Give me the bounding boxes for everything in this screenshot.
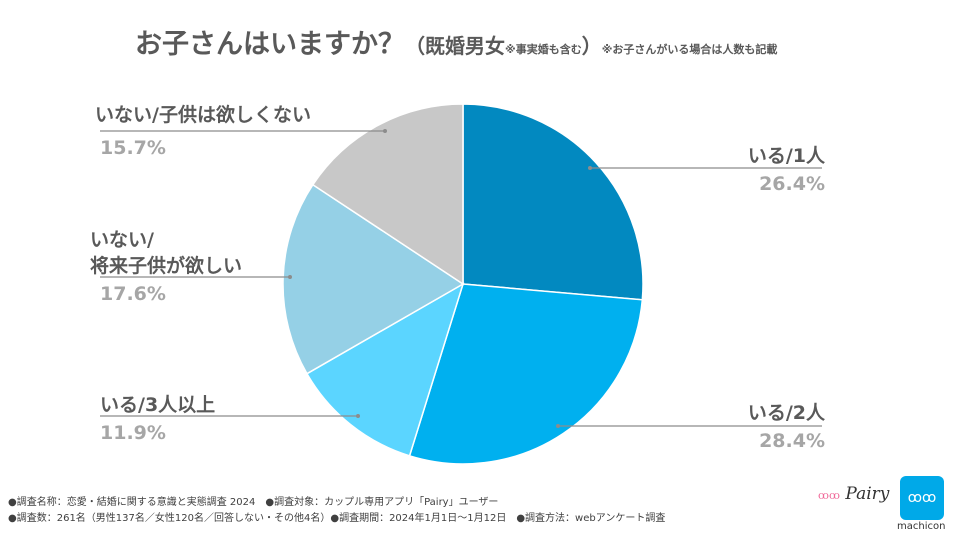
chart-title: お子さんはいますか？（既婚男女※事実婚も含む）※お子さんがいる場合は人数も記載 <box>135 22 777 61</box>
title-paren: ） <box>581 34 602 58</box>
label-1: いる/1人 <box>747 145 825 167</box>
leader-dot-5 <box>383 129 387 133</box>
title-main: お子さんはいますか？ <box>135 29 405 60</box>
title-note2: ※お子さんがいる場合は人数も記載 <box>601 43 778 56</box>
pie-slice-5 <box>311 103 464 286</box>
pie-slice-1 <box>462 103 644 301</box>
footer-line2: ●調査数：261名（男性137名／女性120名／回答しない・その他4名）●調査期… <box>8 513 666 524</box>
pie-slice-4 <box>282 183 465 375</box>
pairy-logo: ꝏꝏ Pairy <box>818 484 890 504</box>
machicon-logo-icon: ꝏꝏ <box>900 476 944 520</box>
leader-dot-2 <box>556 424 560 428</box>
footer-line1: ●調査名称：恋愛・結婚に関する意識と実態調査 2024 ●調査対象：カップル専用… <box>8 497 499 508</box>
title-sub: （既婚男女 <box>405 34 505 58</box>
label-4a: いない/ <box>90 229 154 251</box>
leader-dot-3 <box>356 414 360 418</box>
label-5: いない/子供は欲しくない <box>95 104 311 126</box>
leader-dot-1 <box>588 166 592 170</box>
pct-2: 28.4% <box>759 430 825 452</box>
leader-dot-4 <box>288 275 292 279</box>
pct-3: 11.9% <box>100 422 166 444</box>
pct-4: 17.6% <box>100 283 166 305</box>
machicon-logo-text: machicon <box>897 521 946 532</box>
title-note: ※事実婚も含む <box>505 43 582 56</box>
label-3: いる/3人以上 <box>100 394 216 416</box>
label-4b: 将来子供が欲しい <box>90 255 243 277</box>
pie-slice-2 <box>408 283 644 465</box>
pie-slice-3 <box>305 282 465 457</box>
pct-1: 26.4% <box>759 173 825 195</box>
pct-5: 15.7% <box>100 137 166 159</box>
label-2: いる/2人 <box>747 402 825 424</box>
